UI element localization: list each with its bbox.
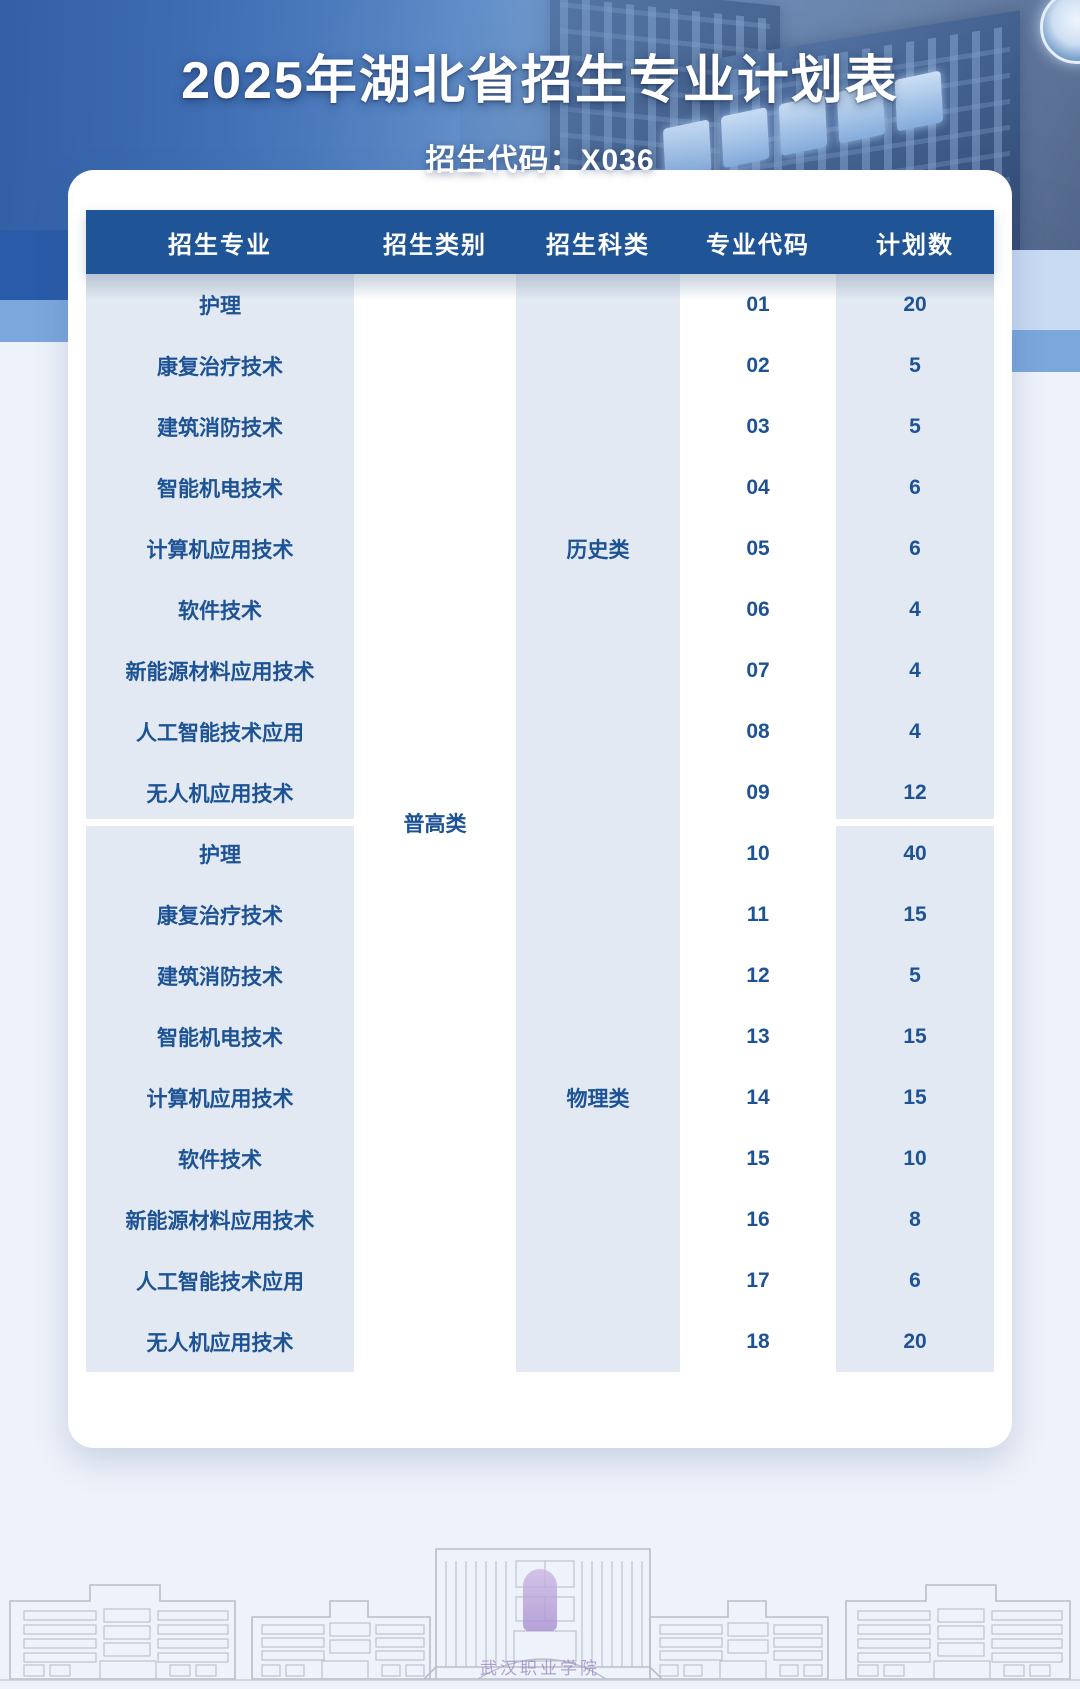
cell-category: 物理类 (516, 823, 680, 1372)
table-row: 软件技术 06 4 (86, 579, 994, 640)
page-header: 2025年湖北省招生专业计划表 招生代码：X036 (0, 38, 1080, 179)
table-row: 新能源材料应用技术 16 8 (86, 1189, 994, 1250)
cell-plan: 15 (836, 1006, 994, 1067)
cell-code: 12 (680, 945, 836, 1006)
cell-code: 16 (680, 1189, 836, 1250)
cell-major: 建筑消防技术 (86, 945, 354, 1006)
table-row: 新能源材料应用技术 07 4 (86, 640, 994, 701)
admission-code-subtitle: 招生代码：X036 (425, 144, 655, 177)
school-watermark: 武汉职业学院 (480, 1659, 600, 1678)
cell-major: 无人机应用技术 (86, 1311, 354, 1372)
table-row: 人工智能技术应用 08 4 (86, 701, 994, 762)
cell-code: 11 (680, 884, 836, 945)
table-row: 计算机应用技术 14 15 (86, 1067, 994, 1128)
table-header-row: 招生专业 招生类别 招生科类 专业代码 计划数 (86, 210, 994, 274)
cell-plan: 12 (836, 762, 994, 823)
cell-major: 智能机电技术 (86, 457, 354, 518)
col-header-code: 专业代码 (680, 210, 836, 274)
col-header-type: 招生类别 (354, 210, 516, 274)
cell-plan: 8 (836, 1189, 994, 1250)
col-header-major: 招生专业 (86, 210, 354, 274)
group-separator (86, 819, 354, 826)
campus-buildings-svg (0, 1548, 1080, 1681)
cell-major: 软件技术 (86, 579, 354, 640)
cell-plan: 5 (836, 945, 994, 1006)
cell-plan: 5 (836, 396, 994, 457)
cell-major: 护理 (86, 823, 354, 884)
cell-plan: 6 (836, 1250, 994, 1311)
cell-major: 新能源材料应用技术 (86, 1189, 354, 1250)
cell-major: 人工智能技术应用 (86, 1250, 354, 1311)
cell-code: 04 (680, 457, 836, 518)
cell-code: 08 (680, 701, 836, 762)
cell-plan: 15 (836, 884, 994, 945)
table-row: 康复治疗技术 02 5 (86, 335, 994, 396)
footer-illustration: 武汉职业学院 (0, 1489, 1080, 1689)
table-row: 建筑消防技术 12 5 (86, 945, 994, 1006)
cell-code: 15 (680, 1128, 836, 1189)
cell-code: 06 (680, 579, 836, 640)
cell-plan: 15 (836, 1067, 994, 1128)
table-row: 智能机电技术 13 15 (86, 1006, 994, 1067)
table-row: 护理 物理类 10 40 (86, 823, 994, 1372)
page-title: 2025年湖北省招生专业计划表 (181, 52, 899, 110)
cell-major: 无人机应用技术 (86, 762, 354, 823)
cell-major: 人工智能技术应用 (86, 701, 354, 762)
cell-major: 康复治疗技术 (86, 884, 354, 945)
cell-admission-type: 普高类 (354, 274, 516, 1372)
cell-category: 历史类 (516, 274, 680, 823)
table-row: 人工智能技术应用 17 6 (86, 1250, 994, 1311)
table-row: 智能机电技术 04 6 (86, 457, 994, 518)
cell-plan: 20 (836, 1311, 994, 1372)
cell-code: 07 (680, 640, 836, 701)
cell-plan: 10 (836, 1128, 994, 1189)
table-body: 护理 普高类 历史类 01 20 康复治疗技术 02 5 建筑消防技术 03 5 智能机电技术 04 6 计… (86, 274, 994, 1372)
table-row: 建筑消防技术 03 5 (86, 396, 994, 457)
cell-code: 09 (680, 762, 836, 823)
cell-major: 护理 (86, 274, 354, 335)
cell-code: 18 (680, 1311, 836, 1372)
cell-major: 计算机应用技术 (86, 518, 354, 579)
table-row: 软件技术 15 10 (86, 1128, 994, 1189)
cell-plan: 4 (836, 701, 994, 762)
admission-plan-table: 招生专业 招生类别 招生科类 专业代码 计划数 护理 普高类 历史类 01 20 康复治疗… (86, 210, 994, 1372)
cell-major: 新能源材料应用技术 (86, 640, 354, 701)
table-row: 无人机应用技术 18 20 (86, 1311, 994, 1372)
cell-plan: 20 (836, 274, 994, 335)
cell-major: 计算机应用技术 (86, 1067, 354, 1128)
cell-plan: 4 (836, 579, 994, 640)
cell-code: 10 (680, 823, 836, 884)
cell-major: 康复治疗技术 (86, 335, 354, 396)
group-separator (836, 819, 994, 826)
cell-major: 建筑消防技术 (86, 396, 354, 457)
cell-plan: 4 (836, 640, 994, 701)
cell-plan: 6 (836, 518, 994, 579)
col-header-plan: 计划数 (836, 210, 994, 274)
cell-code: 14 (680, 1067, 836, 1128)
cell-code: 01 (680, 274, 836, 335)
cell-plan: 5 (836, 335, 994, 396)
table-head: 招生专业 招生类别 招生科类 专业代码 计划数 (86, 210, 994, 274)
cell-code: 05 (680, 518, 836, 579)
cell-code: 03 (680, 396, 836, 457)
campus-statue-icon (523, 1569, 557, 1631)
table-row: 护理 普高类 历史类 01 20 (86, 274, 994, 1372)
cell-plan: 6 (836, 457, 994, 518)
table-row: 康复治疗技术 11 15 (86, 884, 994, 945)
table-row: 计算机应用技术 05 6 (86, 518, 994, 579)
cell-major: 智能机电技术 (86, 1006, 354, 1067)
cell-code: 17 (680, 1250, 836, 1311)
cell-code: 13 (680, 1006, 836, 1067)
cell-major: 软件技术 (86, 1128, 354, 1189)
table-row: 无人机应用技术 09 12 (86, 762, 994, 823)
cell-plan: 40 (836, 823, 994, 884)
col-header-category: 招生科类 (516, 210, 680, 274)
cell-code: 02 (680, 335, 836, 396)
